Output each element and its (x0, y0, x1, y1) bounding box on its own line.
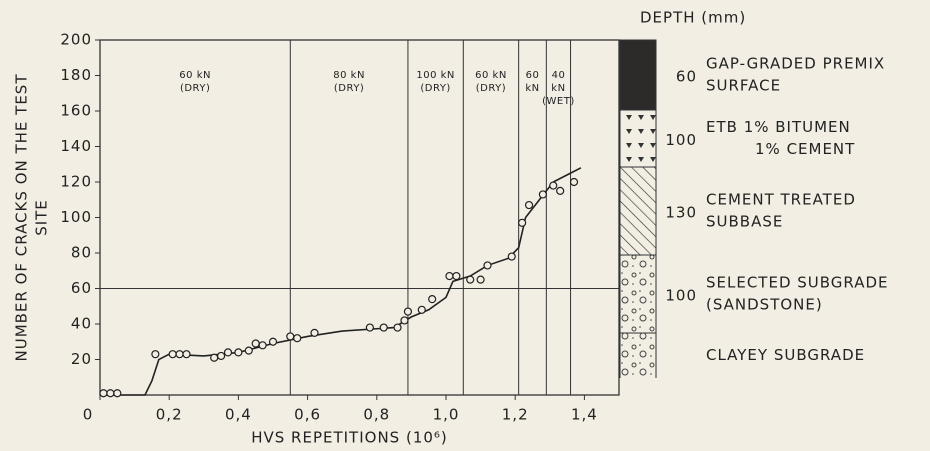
layer-depth: 100 (665, 287, 697, 305)
data-point (394, 324, 401, 331)
layer-depth: 130 (665, 204, 697, 222)
data-point (225, 349, 232, 356)
data-point (270, 338, 277, 345)
phase-label: (DRY) (180, 83, 210, 94)
x-tick-label: 1,4 (571, 406, 598, 424)
layer-name: CEMENT TREATED (706, 191, 856, 209)
y-tick-label: 20 (71, 350, 92, 368)
data-point (526, 202, 533, 209)
layer-etb (620, 110, 656, 167)
phase-label: kN (551, 83, 565, 94)
chart: DEPTH (mm) 20 40 60 80 100 120 140 160 180 200 0 0,… (0, 0, 930, 451)
x-tick-label: 0,2 (156, 406, 183, 424)
y-tick-label: 40 (71, 315, 92, 333)
data-point (211, 354, 218, 361)
phase-label: 80 kN (333, 70, 365, 81)
data-point (571, 179, 578, 186)
data-point (418, 306, 425, 313)
data-point (311, 329, 318, 336)
layer-name: SURFACE (706, 77, 781, 95)
y-tick-label: 180 (60, 66, 92, 84)
data-point (446, 273, 453, 280)
fitted-curve (100, 168, 581, 395)
data-point (235, 349, 242, 356)
data-point (404, 308, 411, 315)
layer-subgrade (620, 255, 656, 333)
data-point (245, 347, 252, 354)
phase-label: (DRY) (334, 83, 364, 94)
x-tick-label: 1,2 (502, 406, 529, 424)
data-point (366, 324, 373, 331)
y-tick-label: 200 (60, 31, 92, 49)
phase-label: 60 kN (475, 70, 507, 81)
phase-label: 100 kN (416, 70, 455, 81)
y-tick-label: 160 (60, 102, 92, 120)
data-point (287, 333, 294, 340)
data-point (169, 351, 176, 358)
y-tick-label: 120 (60, 173, 92, 191)
y-tick-label: 140 (60, 137, 92, 155)
layer-name: CLAYEY SUBGRADE (706, 346, 865, 364)
y-axis-label: NUMBER OF CRACKS ON THE TEST (13, 74, 31, 362)
y-tick-label: 60 (71, 279, 92, 297)
data-point (477, 276, 484, 283)
data-point (152, 351, 159, 358)
data-point (252, 340, 259, 347)
layer-name: ETB 1% BITUMEN (706, 118, 851, 136)
data-point (107, 390, 114, 397)
layer-depth: 100 (665, 131, 697, 149)
data-point (294, 335, 301, 342)
layer-name: 1% CEMENT (755, 140, 855, 158)
data-point (429, 296, 436, 303)
y-tick-label: 80 (71, 244, 92, 262)
data-point (218, 352, 225, 359)
layer-name: GAP-GRADED PREMIX (706, 55, 885, 73)
data-point (176, 351, 183, 358)
data-point (380, 324, 387, 331)
data-point (550, 182, 557, 189)
layer-name: SUBBASE (706, 213, 783, 231)
phase-label: 60 kN (179, 70, 211, 81)
y-axis-label: SITE (33, 199, 51, 236)
x-tick-label: 0 (83, 406, 94, 424)
x-tick-label: 1,0 (433, 406, 460, 424)
layer-subbase (620, 167, 656, 255)
phase-label: 60 (526, 70, 540, 81)
x-tick-label: 0,4 (225, 406, 252, 424)
layer-clayey (620, 333, 656, 378)
layer-name: (SANDSTONE) (706, 296, 823, 314)
data-point (259, 342, 266, 349)
y-tick-label: 100 (60, 208, 92, 226)
page: DEPTH (mm) 20 40 60 80 100 120 140 160 180 200 0 0,… (0, 0, 930, 451)
data-point (557, 187, 564, 194)
layer-name: SELECTED SUBGRADE (706, 274, 889, 292)
layer-depth: 60 (676, 68, 697, 86)
data-point (453, 273, 460, 280)
data-point (114, 390, 121, 397)
phase-label: (DRY) (420, 83, 450, 94)
x-tick-label: 0,8 (363, 406, 390, 424)
data-point (539, 191, 546, 198)
phase-label: (WET) (542, 96, 575, 107)
data-point (519, 219, 526, 226)
x-tick-label: 0,6 (294, 406, 321, 424)
phase-label: (DRY) (476, 83, 506, 94)
data-point (467, 276, 474, 283)
phase-label: 40 (552, 70, 566, 81)
phase-label: kN (525, 83, 539, 94)
layer-surface (620, 40, 656, 110)
data-point (100, 390, 107, 397)
data-point (484, 262, 491, 269)
data-point (508, 253, 515, 260)
data-point (401, 317, 408, 324)
data-point (183, 351, 190, 358)
depth-header: DEPTH (mm) (640, 9, 746, 27)
x-axis-label: HVS REPETITIONS (10⁶) (251, 429, 448, 447)
